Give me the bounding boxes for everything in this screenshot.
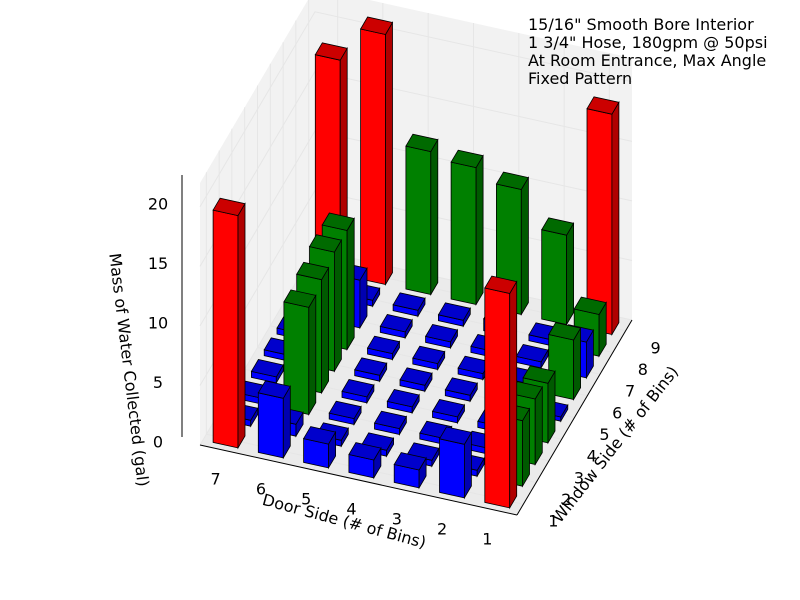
bar-face-top [348,442,382,461]
bar-face-top [450,149,484,169]
y-tick-label: 5 [599,425,609,444]
title-line-2: 1 3/4" Hose, 180gpm @ 50psi [528,33,768,52]
bar-face-top [424,324,459,343]
bar-face-side [475,154,484,306]
x-tick-label: 1 [482,530,492,549]
bar-face-top [212,197,246,217]
bar-face-top [438,426,473,445]
bar-face-top [366,335,401,355]
bar-face-side [611,100,620,336]
bar-face-top [399,367,433,386]
y-tick-label: 8 [638,360,648,379]
y-tick-label: 1 [548,512,558,531]
bar-face-top [283,289,317,308]
z-tick-label: 0 [153,433,163,452]
bar-face-top [484,275,518,294]
bar-face-side [520,176,529,316]
bar-face-top [302,426,337,445]
x-axis-line [199,444,518,516]
bar-face-side [385,21,393,286]
bar-face-top [321,212,355,231]
bar-face-top [392,292,426,311]
bar-face-top [379,314,413,333]
z-axis-label: Mass of Water Collected (gal) [105,252,152,488]
bar-face-side [509,280,518,510]
bar-face-side [346,217,355,351]
y-tick-label: 3 [574,468,584,487]
bar-face-top [341,379,375,398]
chart-title: 15/16" Smooth Bore Interior 1 3/4" Hose,… [528,16,798,88]
bar-face-top [296,261,330,281]
bar-face-top [250,359,284,378]
x-axis-label: Door Side (# of Bins) [260,490,428,552]
x-tick-label: 7 [211,470,221,489]
title-line-4: Fixed Pattern [528,69,633,88]
z-tick-label: 20 [148,194,168,213]
bar-face-top [548,322,582,341]
y-tick-label: 6 [612,403,622,422]
y-axis-line [516,319,633,516]
bar-face-top [509,381,543,400]
y-tick-label: 2 [561,490,571,509]
bar-face-side [534,385,543,466]
title-line-1: 15/16" Smooth Bore Interior [528,15,754,34]
bar-face-side [566,221,574,326]
bar-face-top [573,296,607,315]
bar-face-top [444,377,478,396]
bar-face-front [212,209,239,449]
bar-face-front [541,229,567,325]
bar-face-top [515,344,549,363]
bar-face-front [450,161,477,305]
bar-face-top [354,357,388,376]
y-tick-label: 7 [625,382,635,401]
bar-face-side [522,407,530,488]
bar-face-top [412,345,446,365]
y-tick-label: 4 [587,447,597,466]
bar-face-side [333,238,342,373]
z-tick-label: 15 [148,254,168,273]
x-tick-label: 2 [437,520,447,539]
title-line-3: At Room Entrance, Max Angle [528,51,767,70]
bar-face-front [439,438,465,499]
bar-face-top [314,42,348,61]
bar-face-top [386,389,420,408]
bar-face-top [393,452,427,471]
bar-face-top [359,16,394,35]
bar-face-top [586,96,620,115]
bar-face-side [430,138,439,296]
bar-face-top [405,133,439,153]
bar-face-front [257,392,284,459]
bar-face-front [360,28,386,285]
x-tick-label: 6 [256,480,266,499]
bar-face-top [308,234,343,253]
bar-face-top [495,171,530,190]
bar-face-top [437,302,471,321]
x-tick-label: 5 [301,490,311,509]
bar-face-side [308,293,317,416]
x-tick-label: 4 [346,500,356,519]
bar-face-side [321,266,330,395]
bar-face-top [522,365,556,384]
z-tick-label: 10 [148,313,168,332]
bar-face-side [237,202,246,450]
z-tick-label: 5 [153,373,163,392]
y-tick-label: 9 [651,338,661,357]
bar-face-front [484,287,511,509]
bar-face-top [541,217,575,236]
x-tick-label: 3 [392,510,402,529]
bar-face-top [431,399,466,418]
grid-line-z [199,11,633,208]
bar-face-top [328,400,362,420]
bar-face-top [257,380,291,399]
bar-face-top [373,410,408,430]
bar-face-front [405,145,432,295]
